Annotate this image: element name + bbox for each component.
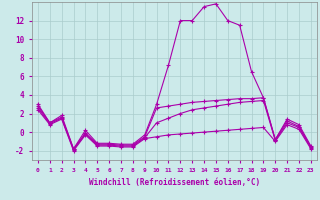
X-axis label: Windchill (Refroidissement éolien,°C): Windchill (Refroidissement éolien,°C) (89, 178, 260, 187)
